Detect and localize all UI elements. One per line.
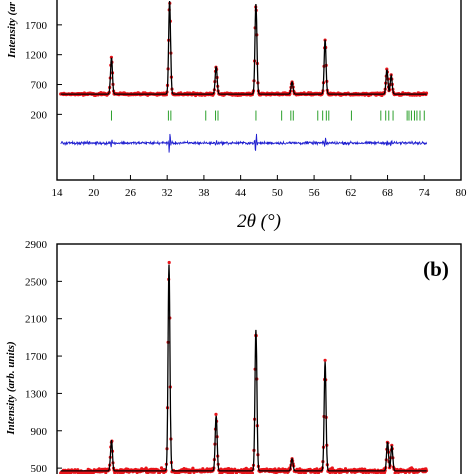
- observed-point: [390, 443, 394, 447]
- calculated-curve: [60, 264, 427, 472]
- observed-point: [330, 466, 334, 470]
- panel-b-observed-points: [59, 260, 429, 474]
- x-tick-label: 32: [162, 187, 173, 199]
- panel-b-y-ticks: 2900 2500 2100 1700 1300 900 500: [25, 239, 62, 474]
- x-tick-label: 38: [198, 187, 210, 199]
- x-tick-label: 74: [419, 187, 431, 199]
- x-tick-label: 62: [345, 187, 356, 199]
- panel-a-calculated-curve: [60, 0, 427, 95]
- y-tick-label: 2900: [25, 239, 48, 251]
- y-tick-label: 900: [31, 426, 48, 438]
- observed-point: [97, 467, 101, 471]
- calculated-curve: [60, 0, 427, 95]
- y-tick-label: 700: [31, 80, 48, 92]
- panel-a-x-axis-label: 2θ (°): [237, 211, 281, 232]
- observed-point: [167, 260, 171, 265]
- difference-curve: [60, 133, 428, 153]
- y-tick-label: 500: [31, 463, 48, 474]
- panel-a-frame: [56, 0, 462, 181]
- observed-point: [250, 471, 254, 474]
- observed-point: [323, 358, 327, 362]
- y-tick-label: 2100: [25, 314, 48, 326]
- y-tick-label: 1700: [25, 20, 48, 32]
- observed-point: [159, 466, 164, 470]
- panel-b: 2900 2500 2100 1700 1300 900 500 Intensity (ar…: [5, 239, 462, 474]
- panel-b-calculated-curve: [60, 264, 427, 472]
- x-tick-label: 14: [52, 187, 64, 199]
- x-tick-label: 44: [235, 187, 247, 199]
- panel-a-x-ticks: 14 20 26 32 38 44 50 56 62 68 74 80: [52, 175, 468, 199]
- panel-a-observed-points: [59, 1, 429, 98]
- observed-point: [214, 412, 218, 416]
- y-tick-label: 1700: [25, 351, 48, 363]
- y-tick-label: 1300: [25, 388, 48, 400]
- y-tick-label: 1200: [25, 50, 48, 62]
- panel-a-bragg-markers: [110, 110, 425, 121]
- x-tick-label: 80: [456, 187, 468, 199]
- x-tick-label: 50: [272, 187, 284, 199]
- x-tick-label: 56: [309, 187, 321, 199]
- panel-b-label: (b): [423, 257, 449, 281]
- panel-a-difference-curve: [60, 133, 428, 153]
- panel-b-label-box: [414, 252, 457, 282]
- x-tick-label: 68: [382, 187, 394, 199]
- panel-b-frame: [56, 243, 462, 474]
- x-tick-label: 26: [125, 187, 137, 199]
- panel-b-y-axis-label: Intensity (arb. units): [5, 341, 17, 435]
- y-tick-label: 2500: [25, 276, 48, 288]
- x-tick-label: 20: [88, 187, 100, 199]
- y-tick-label: 200: [31, 109, 48, 121]
- panel-a-y-ticks: 1700 1200 700 200: [25, 20, 62, 121]
- panel-a-y-axis-label: Intensity (ar: [6, 1, 18, 59]
